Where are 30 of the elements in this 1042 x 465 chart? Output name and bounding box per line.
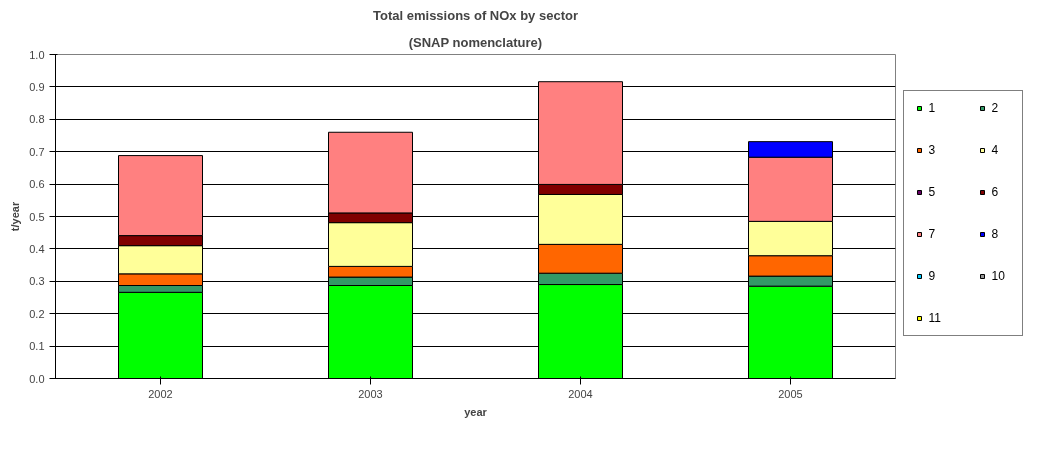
legend-label: 2 <box>991 101 1000 115</box>
legend-label: 5 <box>928 185 937 199</box>
legend-label: 1 <box>928 101 937 115</box>
legend-label: 4 <box>991 143 1000 157</box>
y-tick-label: 0.8 <box>29 113 45 126</box>
y-tick-label: 0.1 <box>29 340 45 353</box>
x-tick-label: 2005 <box>778 387 803 400</box>
y-tick-label: 0.7 <box>29 145 45 158</box>
legend-label: 7 <box>928 227 937 241</box>
y-tick-label: 0.2 <box>29 307 45 320</box>
legend-label: 10 <box>991 269 1006 283</box>
y-tick-label: 0.3 <box>29 275 45 288</box>
legend-label: 9 <box>928 269 937 283</box>
legend-label: 3 <box>928 143 937 157</box>
x-tick-label: 2004 <box>568 387 593 400</box>
y-tick-label: 0.4 <box>29 242 45 255</box>
y-axis-title: t/year <box>9 201 22 232</box>
y-tick-label: 1.0 <box>29 48 45 61</box>
y-tick-label: 0.5 <box>29 210 45 223</box>
chart-title: Total emissions of NOx by sector <box>373 7 578 23</box>
y-tick-label: 0.0 <box>29 372 45 385</box>
chart-subtitle: (SNAP nomenclature) <box>408 34 543 50</box>
y-tick-label: 0.6 <box>29 178 45 191</box>
x-tick-label: 2002 <box>148 387 173 400</box>
legend-label: 11 <box>928 311 942 325</box>
legend-label: 6 <box>991 185 1000 199</box>
legend-label: 8 <box>991 227 1000 241</box>
y-tick-label: 0.9 <box>29 80 45 93</box>
x-axis-title: year <box>464 405 488 418</box>
x-tick-label: 2003 <box>358 387 383 400</box>
